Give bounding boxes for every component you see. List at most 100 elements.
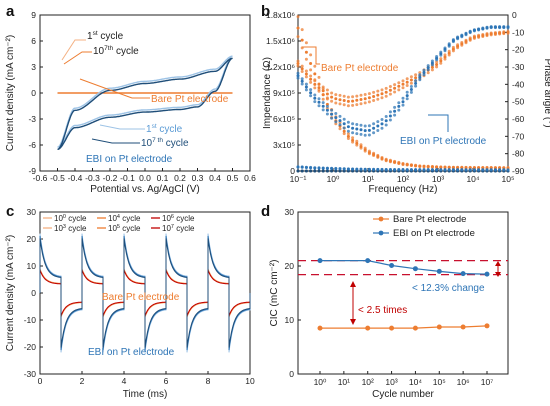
a-xtick-label: 0.5 bbox=[227, 173, 239, 183]
b-bare-impedance-point bbox=[401, 163, 405, 166]
b-ebi-impedance-extra bbox=[296, 165, 300, 169]
b-ebi-phase-point bbox=[380, 118, 384, 121]
b-ebi-impedance-extra bbox=[325, 166, 329, 170]
label-ebi-electrode-c: EBI on Pt electrode bbox=[88, 347, 175, 358]
b-bare-phase-point bbox=[309, 74, 313, 78]
b-xtick-label: 10⁵ bbox=[502, 174, 515, 184]
b-ebi-impedance-point bbox=[330, 169, 334, 173]
b-ebi-phase-point bbox=[430, 59, 434, 63]
b-bare-phase-point bbox=[409, 78, 413, 82]
b-ebi-phase-point bbox=[435, 55, 439, 58]
b-bare-phase-point bbox=[359, 93, 363, 97]
b-ebi-phase-point bbox=[363, 133, 367, 137]
b-bare-phase-point bbox=[498, 30, 502, 34]
b-ebi-phase-point bbox=[401, 100, 405, 104]
b-bare-impedance-point bbox=[435, 165, 439, 169]
b-bare-phase-point bbox=[380, 88, 384, 92]
b-bare-impedance-point bbox=[422, 165, 426, 169]
b-ebi-phase-point bbox=[313, 93, 317, 97]
label-bare-first-cycle: 1st cycle bbox=[87, 30, 124, 42]
b-bare-phase-point bbox=[405, 77, 409, 81]
panel-c-curves bbox=[39, 233, 251, 353]
b-ebi-phase-point bbox=[325, 108, 329, 112]
panel-c-xlabel: Time (ms) bbox=[123, 389, 168, 400]
panel-c-legend: 100 cycle 104 cycle 106 cycle 103 cycle 105 … bbox=[43, 214, 195, 233]
b-xtick-label: 10⁴ bbox=[466, 174, 479, 184]
b-ebi-phase-point bbox=[393, 109, 397, 113]
a-ytick-label: 0 bbox=[31, 88, 36, 98]
times-arrow-head-up bbox=[350, 281, 356, 287]
b-bare-impedance-point bbox=[342, 132, 346, 136]
b-ebi-phase-point bbox=[309, 91, 313, 95]
b-ebi-phase-point bbox=[334, 120, 338, 124]
b-ebi-impedance-extra bbox=[372, 167, 376, 171]
b-bare-phase-point bbox=[355, 103, 359, 107]
b-bare-phase-point bbox=[363, 97, 367, 101]
b-bare-phase-point bbox=[384, 90, 388, 94]
b-ebi-impedance-extra bbox=[493, 168, 497, 172]
b-bare-phase-point bbox=[468, 36, 472, 40]
panel-d-curves bbox=[298, 258, 508, 331]
b-bare-impedance-point bbox=[355, 139, 359, 143]
c-ytick-label: 20 bbox=[27, 234, 37, 244]
b-xtick-label: 10³ bbox=[432, 174, 444, 184]
b-ebi-impedance-extra bbox=[397, 168, 401, 171]
a-ytick-label: -9 bbox=[28, 166, 36, 176]
b-bare-impedance-point bbox=[380, 157, 384, 161]
d-series-point-1 bbox=[365, 258, 371, 264]
c-xtick-label: 0 bbox=[38, 376, 43, 386]
panel-b-ylabel-right: Phase angle (°) bbox=[542, 58, 550, 127]
callout-bare-first bbox=[61, 39, 86, 61]
b-bare-impedance-point bbox=[313, 64, 317, 68]
b-ebi-phase-point bbox=[426, 66, 430, 70]
b-bare-phase-point bbox=[330, 99, 334, 103]
b-bare-phase-point bbox=[405, 84, 409, 87]
d-xtick-label: 10³ bbox=[385, 377, 397, 387]
b-bare-phase-point bbox=[447, 53, 451, 57]
panel-b-frame bbox=[297, 14, 509, 172]
b-ebi-phase-point bbox=[384, 123, 388, 127]
b-ebi-phase-point bbox=[460, 33, 464, 37]
b-bare-phase-point bbox=[376, 97, 380, 101]
b-bare-phase-point bbox=[342, 94, 346, 98]
b-bare-phase-point bbox=[338, 98, 342, 102]
b-bare-impedance-point bbox=[346, 134, 350, 138]
b-bare-phase-point bbox=[300, 70, 304, 73]
b-ebi-phase-point bbox=[397, 101, 401, 105]
b-bare-phase-point bbox=[300, 67, 304, 71]
b-ebi-phase-point bbox=[418, 78, 422, 82]
b-bare-phase-point bbox=[330, 91, 334, 95]
b-ebi-phase-point bbox=[401, 103, 405, 107]
b-ebi-phase-point bbox=[304, 88, 308, 92]
c-ytick-label: -10 bbox=[24, 315, 37, 325]
b-ebi-phase-point bbox=[372, 122, 376, 126]
b-ebi-impedance-point bbox=[313, 169, 317, 173]
c-ebi-wave-2 bbox=[39, 238, 251, 348]
b-ebi-phase-point bbox=[376, 124, 380, 128]
a-xtick-label: 0.4 bbox=[209, 173, 221, 183]
c-xtick-label: 4 bbox=[122, 376, 127, 386]
b-bare-phase-point bbox=[367, 100, 371, 104]
b-ebi-phase-point bbox=[321, 101, 325, 105]
panel-c-letter: c bbox=[6, 203, 14, 220]
d-series-point-1 bbox=[484, 271, 490, 277]
panel-a-curves bbox=[57, 55, 233, 150]
c-xtick-label: 10 bbox=[245, 376, 255, 386]
b-bare-phase-point bbox=[414, 76, 418, 80]
b-ebi-impedance-extra bbox=[351, 167, 355, 171]
b-ebi-phase-point bbox=[443, 49, 447, 53]
b-bare-impedance-point bbox=[414, 164, 418, 168]
panel-d-letter: d bbox=[261, 203, 270, 220]
b-ebi-phase-point bbox=[439, 50, 443, 54]
b-ebi-phase-point bbox=[422, 68, 426, 72]
b-xtick-label: 10⁰ bbox=[327, 174, 340, 184]
b-bare-phase-point bbox=[309, 77, 313, 81]
b-bare-phase-point bbox=[376, 93, 380, 97]
b-bare-impedance-point bbox=[296, 15, 300, 19]
b-ebi-impedance-extra bbox=[401, 168, 405, 172]
b-ebi-phase-point bbox=[342, 117, 346, 121]
b-ebi-phase-point bbox=[346, 129, 350, 133]
b-ebi-phase-point bbox=[300, 82, 304, 86]
b-ytick-left-label: 1.5x10⁶ bbox=[266, 36, 295, 46]
